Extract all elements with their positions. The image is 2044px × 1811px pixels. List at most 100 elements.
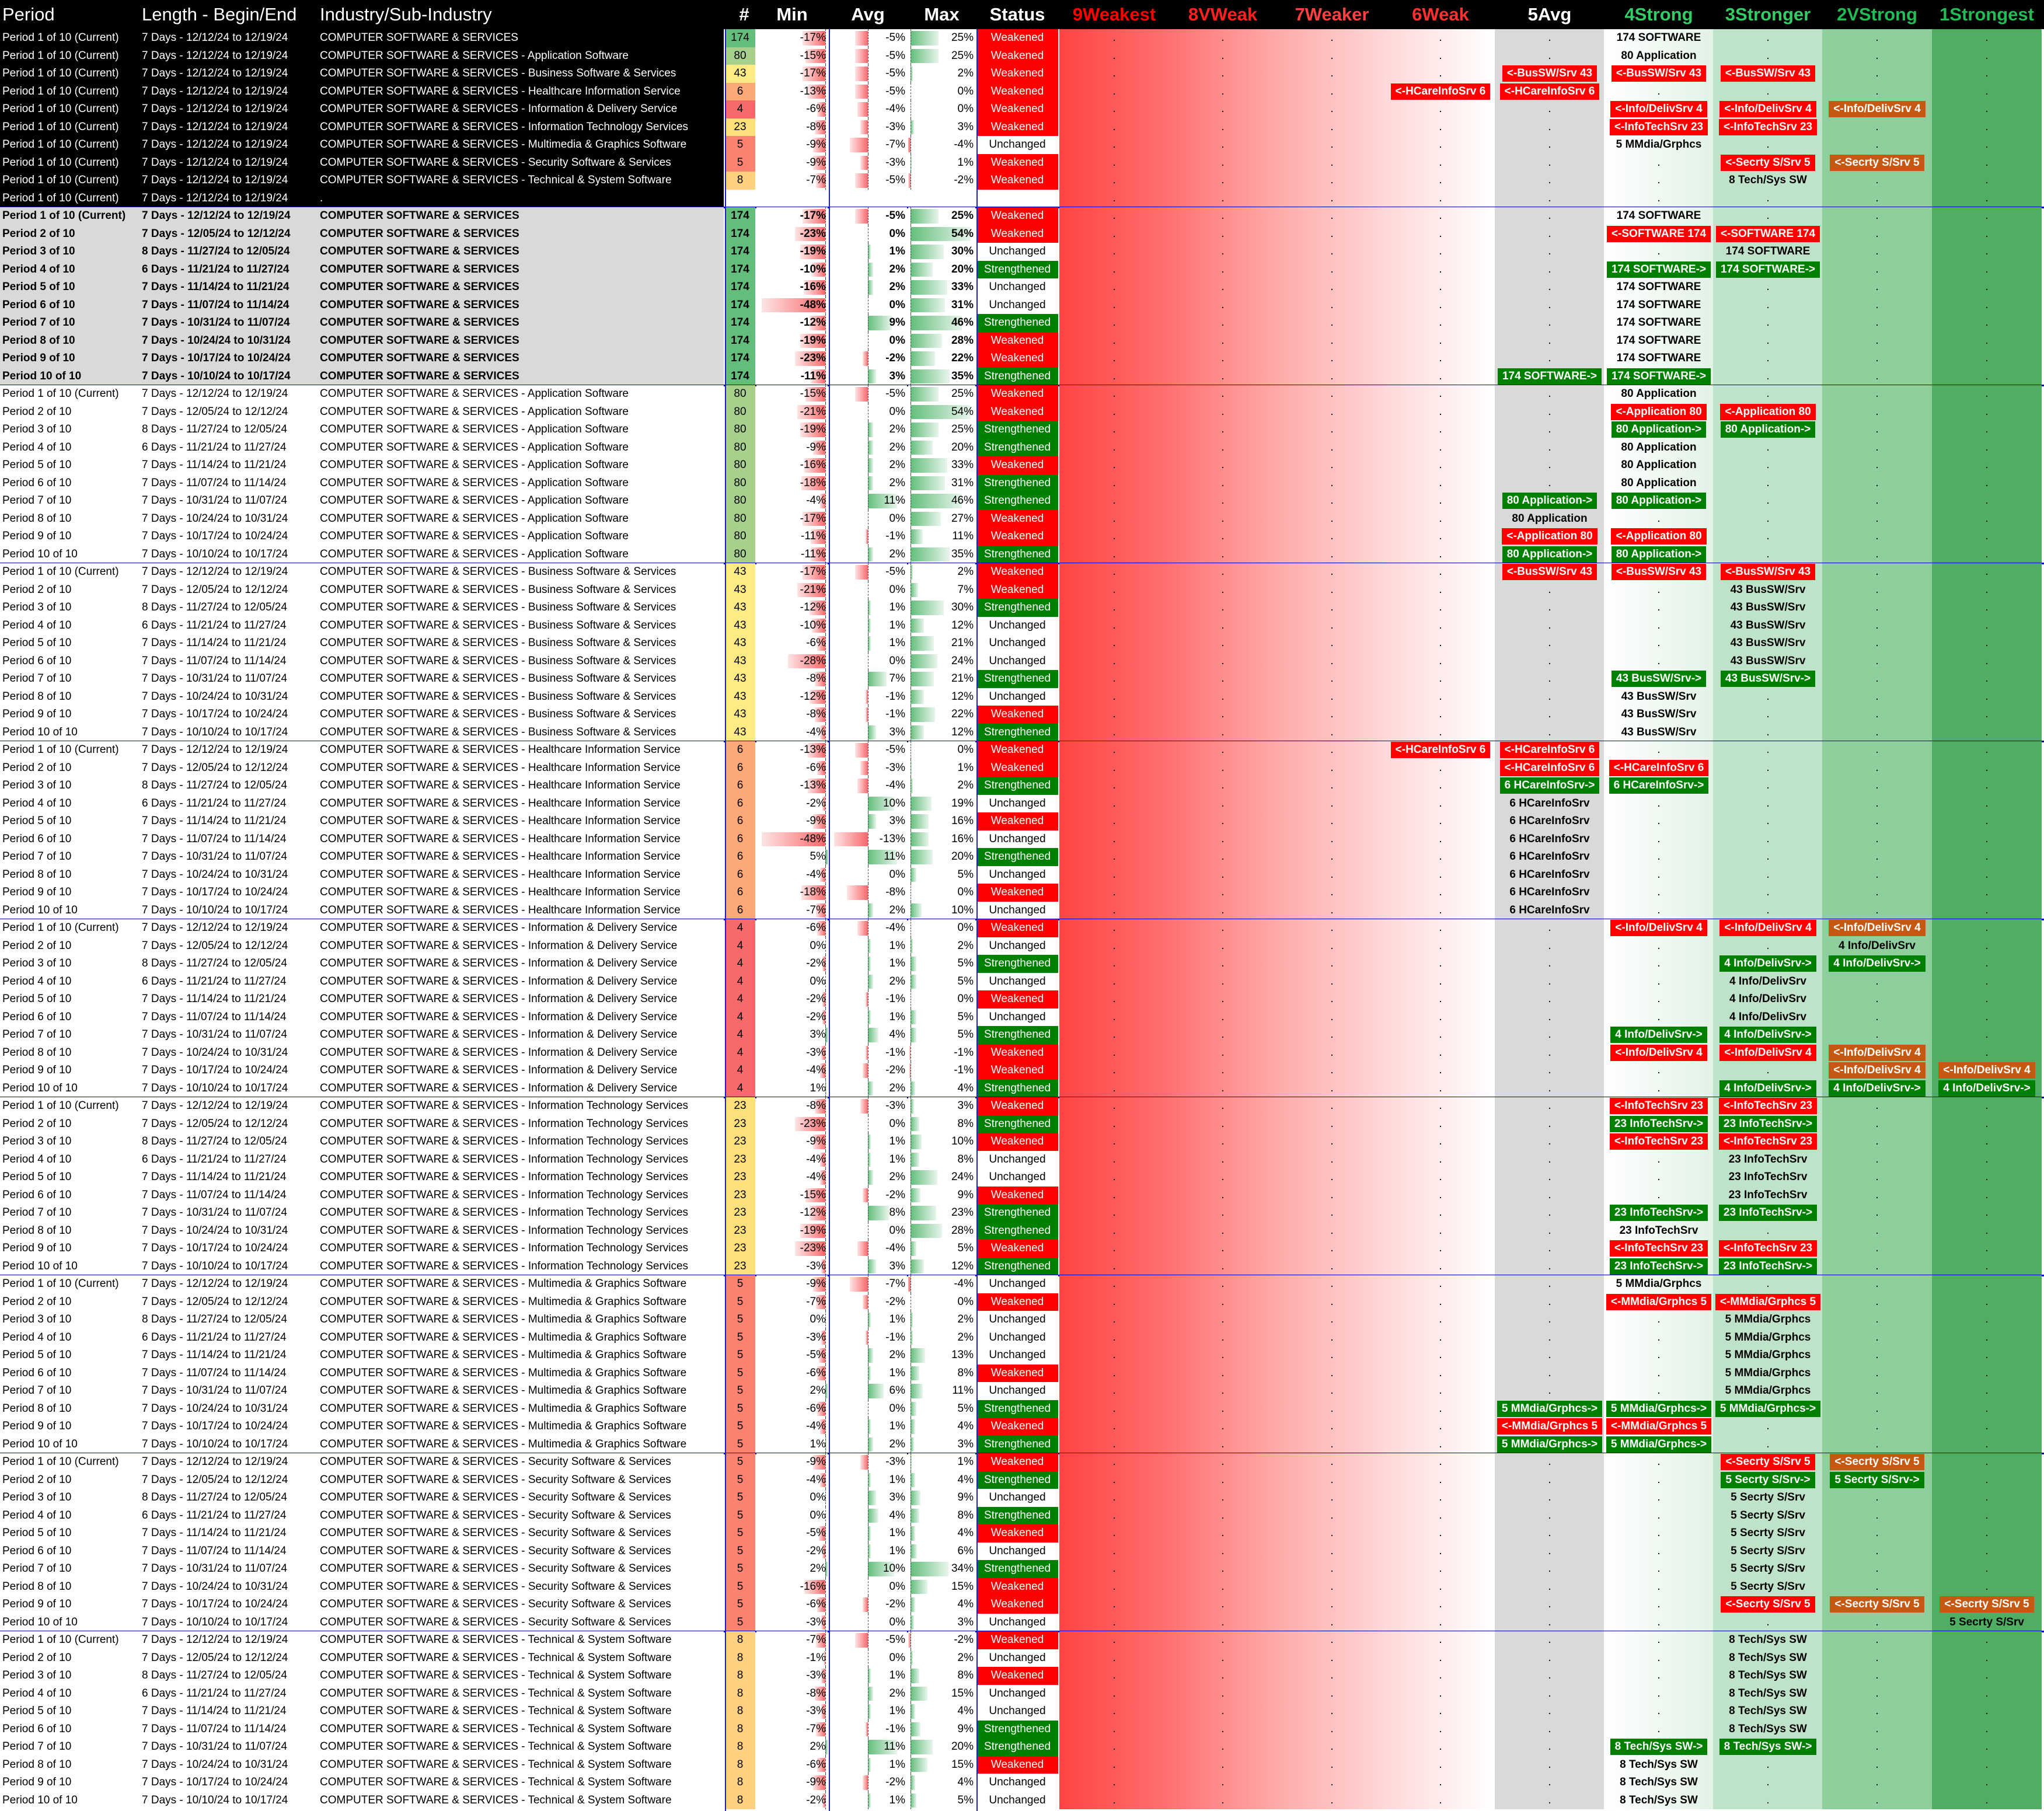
rating-label[interactable]: 43 BusSW/Srv-> xyxy=(1611,671,1707,687)
table-row[interactable]: Period 2 of 10 7 Days - 12/05/24 to 12/12… xyxy=(0,1115,2044,1133)
rating-label[interactable]: 5 MMdia/Grphcs-> xyxy=(1497,1400,1603,1417)
table-row[interactable]: Period 7 of 10 7 Days - 10/31/24 to 11/07… xyxy=(0,1026,2044,1044)
rating-label[interactable]: <-HCareInfoSrv 6 xyxy=(1499,742,1600,758)
rating-label[interactable]: 6 HCareInfoSrv-> xyxy=(1499,777,1600,794)
rating-label[interactable]: 174 SOFTWARE xyxy=(1616,352,1701,364)
table-row[interactable]: Period 1 of 10 (Current) 7 Days - 12/12/2… xyxy=(0,118,2044,136)
table-row[interactable]: Period 9 of 10 7 Days - 10/17/24 to 10/24… xyxy=(0,350,2044,368)
rating-label[interactable]: 4 Info/DelivSrv-> xyxy=(1610,1027,1707,1043)
rating-label[interactable]: 5 MMdia/Grphcs xyxy=(1725,1366,1811,1379)
rating-label[interactable]: <-Info/DelivSrv 4 xyxy=(1829,1044,1926,1061)
table-row[interactable]: Period 6 of 10 7 Days - 11/07/24 to 11/14… xyxy=(0,1364,2044,1382)
col-header-rating-2[interactable]: 2VStrong xyxy=(1837,4,1917,25)
table-row[interactable]: Period 1 of 10 (Current) 7 Days - 12/12/2… xyxy=(0,1631,2044,1649)
rating-label[interactable]: <-BusSW/Srv 43 xyxy=(1720,564,1816,580)
rating-label[interactable]: <-Application 80 xyxy=(1502,528,1597,545)
rating-label[interactable]: 4 Info/DelivSrv xyxy=(1729,993,1806,1005)
table-row[interactable]: Period 6 of 10 7 Days - 11/07/24 to 11/14… xyxy=(0,652,2044,670)
rating-label[interactable]: <-Secrty S/Srv 5 xyxy=(1830,1454,1924,1470)
rating-label[interactable]: 80 Application xyxy=(1621,476,1697,489)
rating-label[interactable]: 174 SOFTWARE xyxy=(1616,210,1701,222)
table-row[interactable]: Period 10 of 10 7 Days - 10/10/24 to 10/1… xyxy=(0,1435,2044,1453)
rating-label[interactable]: 6 HCareInfoSrv xyxy=(1509,832,1590,845)
col-header-rating-1[interactable]: 1Strongest xyxy=(1940,4,2034,25)
table-row[interactable]: Period 4 of 10 6 Days - 11/21/24 to 11/27… xyxy=(0,260,2044,278)
table-row[interactable]: Period 8 of 10 7 Days - 10/24/24 to 10/31… xyxy=(0,1222,2044,1240)
rating-label[interactable]: 8 Tech/Sys SW xyxy=(1620,1758,1698,1771)
rating-label[interactable]: 23 InfoTechSrv-> xyxy=(1718,1258,1818,1275)
rating-label[interactable]: <-Application 80 xyxy=(1611,528,1707,545)
table-row[interactable]: Period 1 of 10 (Current) 7 Days - 12/12/2… xyxy=(0,47,2044,65)
rating-label[interactable]: 8 Tech/Sys SW xyxy=(1729,1651,1807,1664)
table-row[interactable]: Period 10 of 10 7 Days - 10/10/24 to 10/1… xyxy=(0,1613,2044,1631)
rating-label[interactable]: 6 HCareInfoSrv xyxy=(1509,886,1590,898)
rating-label[interactable]: <-Application 80 xyxy=(1720,403,1816,420)
table-row[interactable]: Period 1 of 10 (Current) 7 Days - 12/12/2… xyxy=(0,563,2044,581)
table-row[interactable]: Period 3 of 10 8 Days - 11/27/24 to 12/05… xyxy=(0,955,2044,973)
table-row[interactable]: Period 1 of 10 (Current) 7 Days - 12/12/2… xyxy=(0,207,2044,225)
table-row[interactable]: Period 9 of 10 7 Days - 10/17/24 to 10/24… xyxy=(0,1062,2044,1080)
rating-label[interactable]: 5 MMdia/Grphcs-> xyxy=(1606,1400,1712,1417)
rating-label[interactable]: 174 SOFTWARE-> xyxy=(1497,368,1602,385)
rating-label[interactable]: <-Info/DelivSrv 4 xyxy=(1829,920,1926,936)
table-row[interactable]: Period 4 of 10 6 Days - 11/21/24 to 11/27… xyxy=(0,438,2044,456)
table-row[interactable]: Period 9 of 10 7 Days - 10/17/24 to 10/24… xyxy=(0,884,2044,902)
rating-label[interactable]: <-InfoTechSrv 23 xyxy=(1718,1098,1818,1114)
table-row[interactable]: Period 5 of 10 7 Days - 11/14/24 to 11/21… xyxy=(0,278,2044,296)
rating-label[interactable]: <-Secrty S/Srv 5 xyxy=(1721,1454,1815,1470)
rating-label[interactable]: 23 InfoTechSrv-> xyxy=(1718,1205,1818,1221)
rating-label[interactable]: 8 Tech/Sys SW xyxy=(1729,1634,1807,1646)
rating-label[interactable]: 8 Tech/Sys SW-> xyxy=(1610,1739,1708,1755)
table-row[interactable]: Period 10 of 10 7 Days - 10/10/24 to 10/1… xyxy=(0,723,2044,741)
rating-label[interactable]: 4 Info/DelivSrv xyxy=(1729,975,1806,987)
table-row[interactable]: Period 10 of 10 7 Days - 10/10/24 to 10/1… xyxy=(0,901,2044,919)
col-header-rating-3[interactable]: 3Stronger xyxy=(1725,4,1811,25)
rating-label[interactable]: <-Secrty S/Srv 5 xyxy=(1830,154,1924,171)
rating-label[interactable]: 6 HCareInfoSrv xyxy=(1509,850,1590,863)
table-row[interactable]: Period 3 of 10 8 Days - 11/27/24 to 12/05… xyxy=(0,1667,2044,1685)
rating-label[interactable]: 4 Info/DelivSrv-> xyxy=(1719,1080,1816,1097)
table-row[interactable]: Period 8 of 10 7 Days - 10/24/24 to 10/31… xyxy=(0,1578,2044,1596)
table-row[interactable]: Period 5 of 10 7 Days - 11/14/24 to 11/21… xyxy=(0,1524,2044,1543)
table-row[interactable]: Period 3 of 10 8 Days - 11/27/24 to 12/05… xyxy=(0,1133,2044,1151)
rating-label[interactable]: <-Secrty S/Srv 5 xyxy=(1830,1596,1924,1613)
rating-label[interactable]: 5 Secrty S/Srv xyxy=(1731,1491,1805,1503)
col-header-rating-9[interactable]: 9Weakest xyxy=(1072,4,1156,25)
col-header-rating-6[interactable]: 6Weak xyxy=(1412,4,1469,25)
table-row[interactable]: Period 3 of 10 8 Days - 11/27/24 to 12/05… xyxy=(0,243,2044,261)
rating-label[interactable]: 174 SOFTWARE-> xyxy=(1606,368,1711,385)
rating-label[interactable]: 5 Secrty S/Srv xyxy=(1731,1527,1805,1539)
rating-label[interactable]: 8 Tech/Sys SW xyxy=(1729,1669,1807,1681)
rating-label[interactable]: 8 Tech/Sys SW xyxy=(1620,1793,1698,1806)
table-row[interactable]: Period 1 of 10 (Current) 7 Days - 12/12/2… xyxy=(0,1097,2044,1115)
rating-label[interactable]: <-Info/DelivSrv 4 xyxy=(1610,101,1707,117)
rating-label[interactable]: 6 HCareInfoSrv-> xyxy=(1609,777,1709,794)
table-row[interactable]: Period 4 of 10 6 Days - 11/21/24 to 11/27… xyxy=(0,1506,2044,1524)
rating-label[interactable]: <-MMdia/Grphcs 5 xyxy=(1606,1418,1712,1435)
rating-label[interactable]: 43 BusSW/Srv xyxy=(1730,637,1806,649)
table-row[interactable]: Period 1 of 10 (Current) 7 Days - 12/12/2… xyxy=(0,919,2044,937)
table-row[interactable]: Period 5 of 10 7 Days - 11/14/24 to 11/21… xyxy=(0,456,2044,474)
table-row[interactable]: Period 2 of 10 7 Days - 12/05/24 to 12/12… xyxy=(0,225,2044,243)
rating-label[interactable]: <-SOFTWARE 174 xyxy=(1606,225,1711,242)
rating-label[interactable]: 5 Secrty S/Srv xyxy=(1731,1509,1805,1522)
rating-label[interactable]: 8 Tech/Sys SW xyxy=(1729,1687,1807,1700)
table-row[interactable]: Period 5 of 10 7 Days - 11/14/24 to 11/21… xyxy=(0,990,2044,1009)
rating-label[interactable]: 8 Tech/Sys SW xyxy=(1729,174,1807,186)
col-header-count[interactable]: # xyxy=(739,4,749,25)
table-row[interactable]: Period 2 of 10 7 Days - 12/05/24 to 12/12… xyxy=(0,581,2044,599)
rating-label[interactable]: 174 SOFTWARE xyxy=(1725,245,1811,257)
table-row[interactable]: Period 1 of 10 (Current) 7 Days - 12/12/2… xyxy=(0,189,2044,207)
col-header-rating-8[interactable]: 8VWeak xyxy=(1188,4,1258,25)
table-row[interactable]: Period 4 of 10 6 Days - 11/21/24 to 11/27… xyxy=(0,1684,2044,1702)
table-row[interactable]: Period 6 of 10 7 Days - 11/07/24 to 11/14… xyxy=(0,474,2044,492)
rating-label[interactable]: 174 SOFTWARE-> xyxy=(1715,261,1820,278)
col-header-max[interactable]: Max xyxy=(924,4,960,25)
rating-label[interactable]: 80 Application-> xyxy=(1502,546,1597,563)
rating-label[interactable]: <-Info/DelivSrv 4 xyxy=(1829,101,1926,117)
rating-label[interactable]: 5 Secrty S/Srv-> xyxy=(1830,1471,1924,1488)
table-row[interactable]: Period 1 of 10 (Current) 7 Days - 12/12/2… xyxy=(0,1275,2044,1293)
table-row[interactable]: Period 1 of 10 (Current) 7 Days - 12/12/2… xyxy=(0,100,2044,118)
rating-label[interactable]: 8 Tech/Sys SW xyxy=(1729,1705,1807,1717)
col-header-rating-5[interactable]: 5Avg xyxy=(1527,4,1572,25)
